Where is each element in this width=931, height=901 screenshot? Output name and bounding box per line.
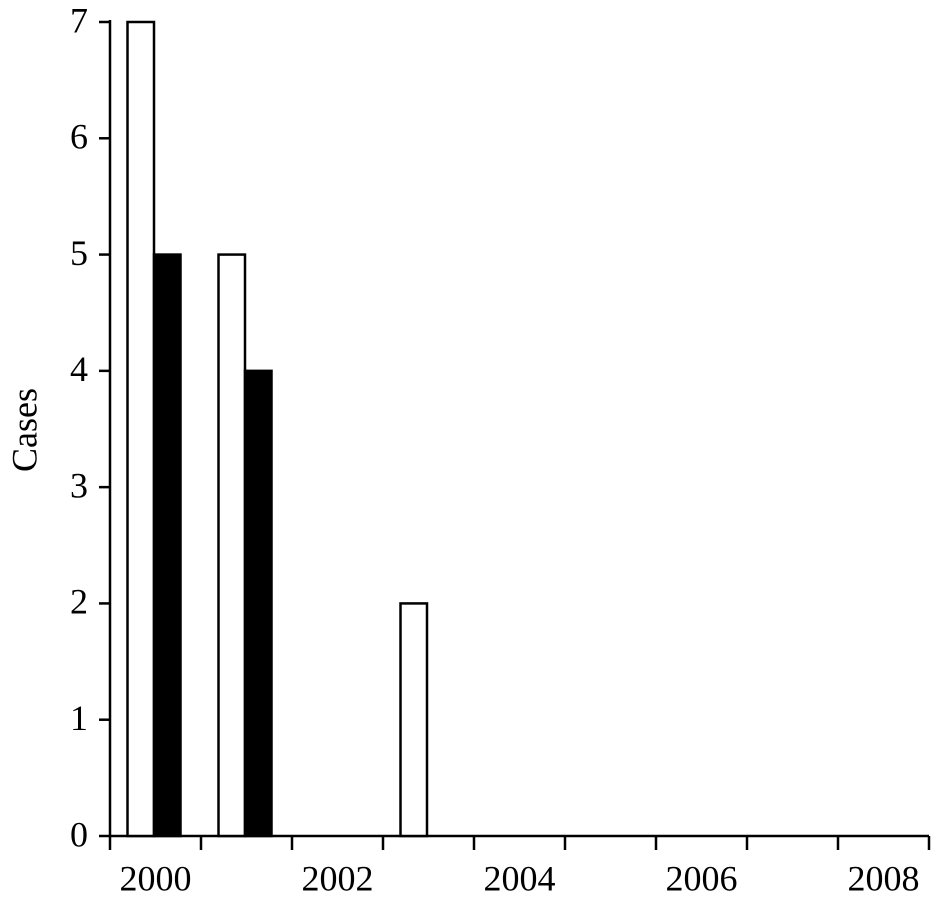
bar: [126, 20, 156, 838]
bar: [399, 602, 429, 838]
x-tick-label: 2000: [120, 858, 192, 898]
y-tick-label: 7: [70, 0, 88, 40]
y-tick-label: 0: [70, 814, 88, 854]
x-tick-label: 2004: [484, 858, 556, 898]
x-tick-label: 2002: [302, 858, 374, 898]
x-tick-label: 2008: [848, 858, 920, 898]
y-tick-label: 4: [70, 349, 88, 389]
y-tick-label: 3: [70, 465, 88, 505]
y-tick-label: 6: [70, 117, 88, 157]
bar: [217, 253, 247, 838]
bar: [152, 253, 182, 838]
y-tick-label: 5: [70, 233, 88, 273]
bar: [243, 369, 273, 838]
x-tick-label: 2006: [666, 858, 738, 898]
y-tick-label: 1: [70, 698, 88, 738]
y-tick-label: 2: [70, 582, 88, 622]
y-axis-label: Cases: [4, 388, 44, 472]
